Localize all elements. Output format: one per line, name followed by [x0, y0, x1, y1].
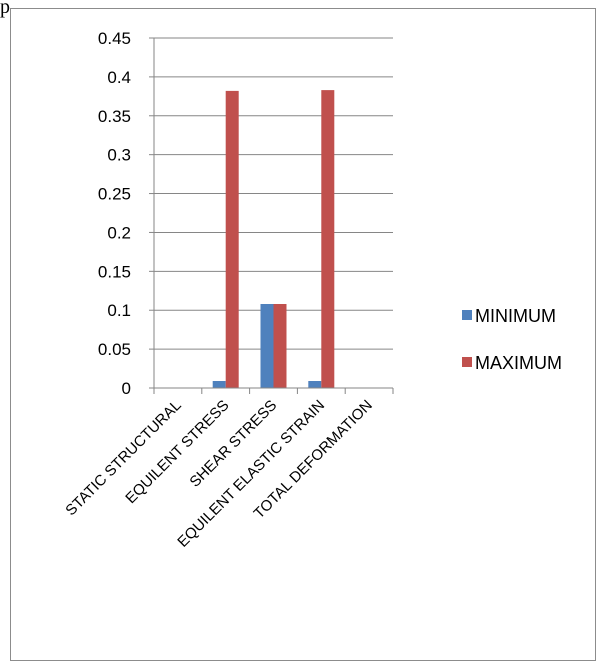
y-tick-label: 0.35 [98, 107, 131, 126]
y-tick-label: 0.25 [98, 185, 131, 204]
legend-label-minimum: MINIMUM [475, 306, 556, 326]
y-tick-label: 0.15 [98, 262, 131, 281]
page-mark: p [0, 0, 10, 18]
chart-frame [10, 8, 596, 661]
axes [153, 38, 394, 394]
y-tick-label: 0.3 [107, 146, 131, 165]
y-tick-label: 0.1 [107, 301, 131, 320]
legend-swatch-minimum [462, 310, 472, 320]
bar-minimum [260, 304, 274, 388]
y-tick-labels: 0 0.05 0.1 0.15 0.2 0.25 0.3 0.35 0.4 0.45 [98, 29, 131, 398]
y-tick-label: 0 [122, 379, 131, 398]
bars [212, 90, 335, 388]
x-tick-label: SHEAR STRESS [186, 397, 280, 491]
bar-maximum [321, 90, 335, 388]
bar-minimum [308, 381, 322, 388]
legend-swatch-maximum [462, 357, 472, 367]
y-tick-label: 0.4 [107, 68, 131, 87]
bar-minimum [212, 381, 226, 388]
y-tick-label: 0.2 [107, 223, 131, 242]
legend: MINIMUM MAXIMUM [462, 306, 562, 373]
bar-maximum [273, 304, 287, 388]
y-tick-label: 0.05 [98, 340, 131, 359]
bar-maximum [225, 90, 239, 388]
legend-label-maximum: MAXIMUM [475, 353, 562, 373]
y-tick-label: 0.45 [98, 29, 131, 48]
